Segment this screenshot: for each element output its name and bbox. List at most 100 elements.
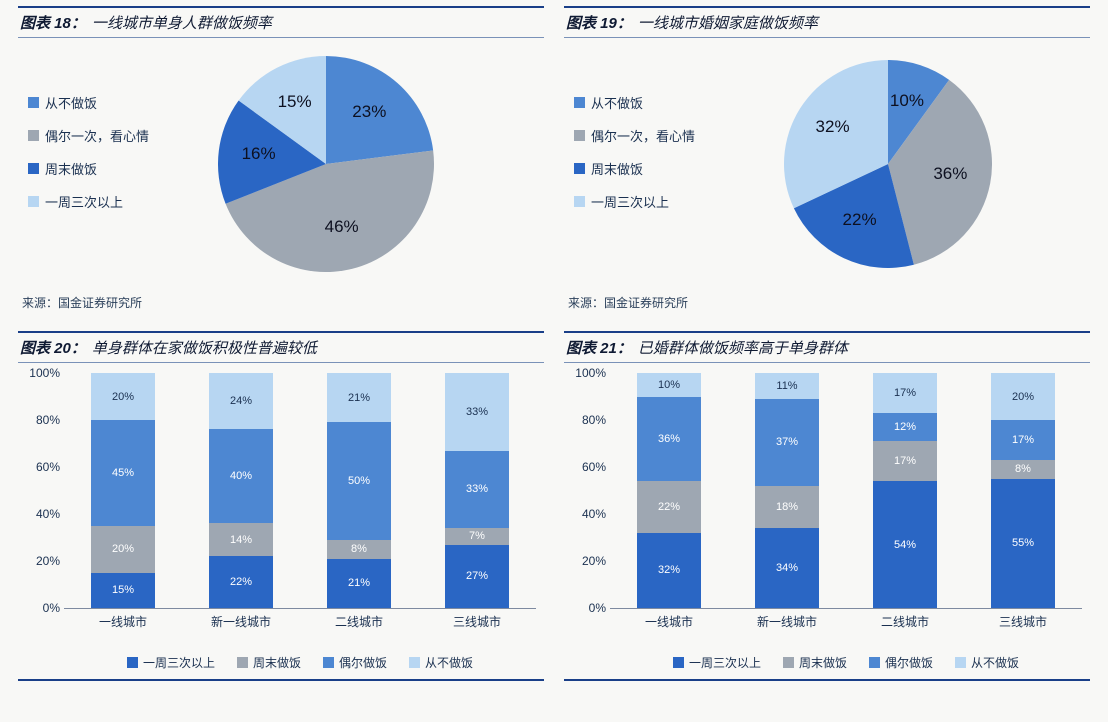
y-tick: 0%: [570, 601, 606, 615]
figure-21-title: 已婚群体做饭频率高于单身群体: [638, 337, 848, 358]
legend-text: 周末做饭: [591, 159, 643, 178]
legend-text: 从不做饭: [45, 93, 97, 112]
bar-segment: 7%: [445, 528, 509, 544]
legend-text: 从不做饭: [971, 654, 1019, 671]
figure-18-label: 图表 18：: [20, 12, 86, 33]
figure-21-chart: 0%20%40%60%80%100%32%22%36%10%一线城市34%18%…: [564, 363, 1090, 683]
y-tick: 20%: [24, 554, 60, 568]
x-label: 三线城市: [999, 613, 1047, 630]
legend-text: 偶尔做饭: [339, 654, 387, 671]
plot-21: 0%20%40%60%80%100%32%22%36%10%一线城市34%18%…: [610, 373, 1082, 609]
figure-20-bottom-rule: [18, 679, 544, 681]
legend-item: 从不做饭: [28, 93, 149, 112]
bar-segment: 10%: [637, 373, 701, 397]
figure-21-label: 图表 21：: [566, 337, 632, 358]
bar-stack: 27%7%33%33%: [445, 373, 509, 608]
figure-18-title: 一线城市单身人群做饭频率: [92, 12, 272, 33]
bars-container: 32%22%36%10%一线城市34%18%37%11%新一线城市54%17%1…: [610, 373, 1082, 608]
figure-20: 图表 20： 单身群体在家做饭积极性普遍较低 0%20%40%60%80%100…: [18, 325, 544, 722]
legend-swatch: [673, 657, 684, 668]
legend-swatch: [28, 196, 39, 207]
pie-slice-label: 16%: [242, 144, 276, 164]
pie-slice-label: 46%: [325, 217, 359, 237]
bar-segment: 32%: [637, 533, 701, 608]
figure-20-title: 单身群体在家做饭积极性普遍较低: [92, 337, 317, 358]
bar-segment: 21%: [327, 373, 391, 422]
x-label: 一线城市: [645, 613, 693, 630]
figure-18-source: 来源：国金证券研究所: [22, 294, 544, 311]
pie-slice-label: 15%: [278, 92, 312, 112]
legend-text: 周末做饭: [45, 159, 97, 178]
bar-segment: 40%: [209, 429, 273, 523]
legend-text: 周末做饭: [253, 654, 301, 671]
figure-19-chart: 从不做饭偶尔一次，看心情周末做饭一周三次以上 10%36%22%32%: [564, 38, 1090, 288]
bar-segment: 20%: [91, 526, 155, 573]
legend-swatch: [28, 163, 39, 174]
legend-swatch: [783, 657, 794, 668]
legend-item: 偶尔做饭: [869, 654, 933, 671]
bar-segment: 18%: [755, 486, 819, 528]
legend-text: 一周三次以上: [143, 654, 215, 671]
bar-segment: 24%: [209, 373, 273, 429]
bar-segment: 27%: [445, 545, 509, 608]
bar-stack: 32%22%36%10%: [637, 373, 701, 608]
bar-segment: 17%: [873, 373, 937, 413]
legend-item: 一周三次以上: [673, 654, 761, 671]
legend-text: 偶尔一次，看心情: [591, 126, 695, 145]
legend-item: 一周三次以上: [127, 654, 215, 671]
pie-slice-label: 10%: [890, 91, 924, 111]
legend-item: 周末做饭: [28, 159, 149, 178]
bar-column: 21%8%50%21%二线城市: [327, 373, 391, 608]
figure-21-legend: 一周三次以上 周末做饭 偶尔做饭 从不做饭: [610, 654, 1082, 671]
y-tick: 40%: [570, 507, 606, 521]
bar-segment: 55%: [991, 479, 1055, 608]
bar-stack: 21%8%50%21%: [327, 373, 391, 608]
legend-swatch: [574, 130, 585, 141]
legend-item: 周末做饭: [574, 159, 695, 178]
figure-19-source: 来源：国金证券研究所: [568, 294, 1090, 311]
x-label: 新一线城市: [211, 613, 271, 630]
bar-stack: 34%18%37%11%: [755, 373, 819, 608]
bar-column: 55%8%17%20%三线城市: [991, 373, 1055, 608]
y-tick: 40%: [24, 507, 60, 521]
figure-20-legend: 一周三次以上 周末做饭 偶尔做饭 从不做饭: [64, 654, 536, 671]
legend-item: 偶尔一次，看心情: [574, 126, 695, 145]
bar-segment: 33%: [445, 451, 509, 529]
legend-text: 一周三次以上: [45, 192, 123, 211]
y-tick: 60%: [24, 460, 60, 474]
legend-item: 一周三次以上: [28, 192, 149, 211]
y-tick: 100%: [24, 366, 60, 380]
y-tick: 0%: [24, 601, 60, 615]
x-label: 二线城市: [335, 613, 383, 630]
bar-segment: 36%: [637, 397, 701, 482]
figure-19-title-row: 图表 19： 一线城市婚姻家庭做饭频率: [564, 6, 1090, 38]
y-tick: 80%: [24, 413, 60, 427]
bar-segment: 54%: [873, 481, 937, 608]
legend-text: 周末做饭: [799, 654, 847, 671]
pie-slice-label: 23%: [352, 102, 386, 122]
legend-swatch: [127, 657, 138, 668]
figure-21: 图表 21： 已婚群体做饭频率高于单身群体 0%20%40%60%80%100%…: [564, 325, 1090, 722]
bar-segment: 17%: [991, 420, 1055, 460]
figure-18: 图表 18： 一线城市单身人群做饭频率 从不做饭偶尔一次，看心情周末做饭一周三次…: [18, 0, 544, 325]
legend-swatch: [574, 97, 585, 108]
legend-text: 从不做饭: [591, 93, 643, 112]
x-label: 一线城市: [99, 613, 147, 630]
bar-segment: 22%: [637, 481, 701, 533]
figure-19-label: 图表 19：: [566, 12, 632, 33]
pie-slice-label: 36%: [933, 164, 967, 184]
figure-20-chart: 0%20%40%60%80%100%15%20%45%20%一线城市22%14%…: [18, 363, 544, 683]
figure-21-title-row: 图表 21： 已婚群体做饭频率高于单身群体: [564, 331, 1090, 363]
legend-text: 一周三次以上: [591, 192, 669, 211]
bar-stack: 22%14%40%24%: [209, 373, 273, 608]
bar-segment: 20%: [991, 373, 1055, 420]
legend-text: 偶尔做饭: [885, 654, 933, 671]
bar-segment: 37%: [755, 399, 819, 486]
legend-item: 从不做饭: [409, 654, 473, 671]
figure-19: 图表 19： 一线城市婚姻家庭做饭频率 从不做饭偶尔一次，看心情周末做饭一周三次…: [564, 0, 1090, 325]
bar-stack: 55%8%17%20%: [991, 373, 1055, 608]
bar-segment: 17%: [873, 441, 937, 481]
y-tick: 60%: [570, 460, 606, 474]
legend-swatch: [28, 97, 39, 108]
x-label: 新一线城市: [757, 613, 817, 630]
